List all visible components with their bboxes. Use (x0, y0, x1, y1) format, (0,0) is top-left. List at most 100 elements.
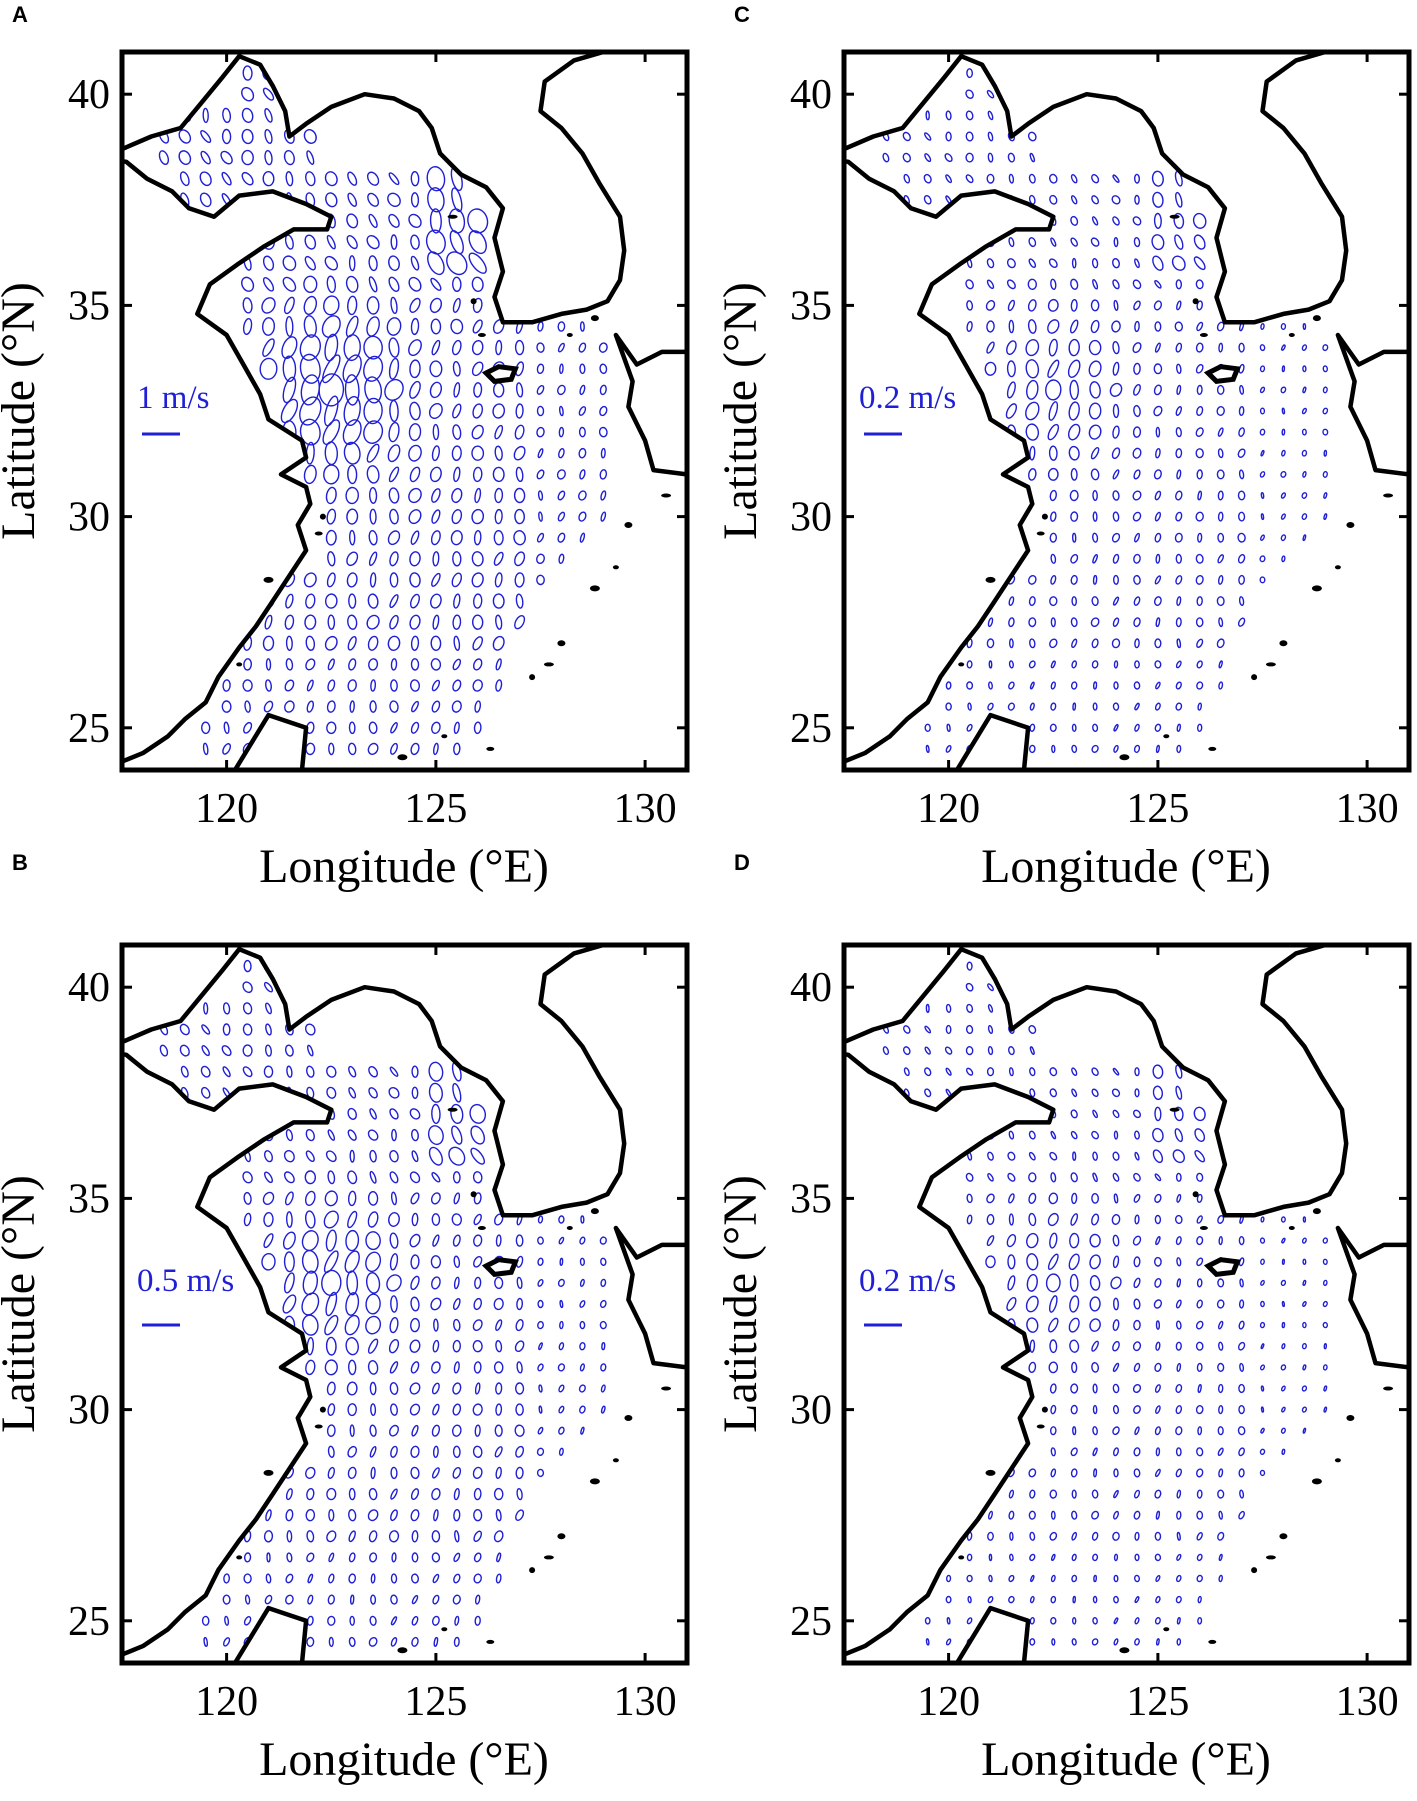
island (1346, 1415, 1355, 1421)
tidal-ellipse (1197, 1426, 1203, 1436)
tidal-ellipse (1173, 212, 1185, 229)
tidal-ellipse (346, 572, 358, 588)
tidal-ellipse (945, 681, 952, 690)
tidal-ellipse (965, 1172, 974, 1182)
tidal-ellipse (326, 508, 337, 525)
tidal-ellipse (473, 1192, 482, 1205)
tidal-ellipse (1133, 469, 1141, 480)
tidal-ellipse (1007, 1151, 1016, 1161)
tidal-ellipse (944, 1046, 953, 1055)
tidal-ellipse (349, 1424, 355, 1437)
tidal-ellipse (388, 1212, 400, 1227)
tidal-ellipse (430, 1255, 442, 1269)
island (1312, 1208, 1321, 1215)
tidal-ellipse (453, 1192, 461, 1205)
tidal-ellipse (1175, 702, 1183, 711)
tidal-ellipse (344, 1314, 360, 1336)
tidal-ellipse (1155, 426, 1161, 438)
island (590, 1208, 599, 1215)
tidal-ellipse (1134, 1067, 1140, 1077)
tidal-ellipse (515, 1403, 524, 1416)
tidal-ellipse (430, 1297, 442, 1311)
tidal-ellipse (286, 1552, 293, 1563)
tidal-ellipse (243, 1191, 252, 1205)
tidal-ellipse (1171, 255, 1186, 271)
tidal-ellipse (1050, 237, 1057, 247)
tidal-ellipse (242, 1002, 253, 1015)
x-axis-label: Longitude (°E) (981, 1733, 1271, 1786)
tidal-ellipse (324, 1190, 338, 1207)
tidal-ellipse (452, 1339, 462, 1353)
tidal-ellipse (327, 551, 336, 567)
island (397, 1647, 408, 1654)
tidal-ellipse (1155, 1405, 1161, 1414)
tidal-ellipse (262, 1191, 275, 1206)
tidal-ellipse (1008, 1213, 1015, 1226)
x-tick-label: 125 (404, 786, 467, 832)
tidal-ellipse (409, 1171, 421, 1184)
tidal-ellipse (1301, 1385, 1308, 1392)
tidal-ellipse (495, 1234, 502, 1247)
tidal-ellipse (1133, 1574, 1141, 1583)
y-axis-label: Latitude (°N) (0, 282, 45, 540)
tidal-ellipse (1176, 1489, 1182, 1499)
tidal-ellipse (1069, 1295, 1080, 1313)
tidal-ellipse (1281, 407, 1286, 415)
tidal-ellipse (452, 1298, 461, 1310)
y-tick-label: 30 (68, 1388, 110, 1434)
tidal-ellipse (368, 721, 378, 735)
tidal-ellipse (389, 1316, 399, 1334)
tidal-ellipse (389, 594, 399, 609)
tidal-ellipse (1070, 1447, 1078, 1457)
tidal-ellipse (389, 508, 399, 525)
tidal-ellipse (327, 614, 336, 630)
tidal-ellipse (1112, 1067, 1120, 1076)
tidal-ellipse (327, 1170, 336, 1185)
tidal-ellipse (367, 635, 379, 651)
tidal-ellipse (1153, 384, 1162, 396)
tidal-ellipse (494, 445, 503, 461)
tidal-ellipse (516, 1297, 524, 1311)
tidal-ellipse (965, 152, 974, 163)
tidal-ellipse (411, 1594, 419, 1605)
tidal-ellipse (1133, 1298, 1141, 1310)
tidal-ellipse (305, 742, 316, 756)
tidal-ellipse (1217, 1383, 1224, 1394)
tidal-ellipse (1154, 638, 1162, 649)
tidal-ellipse (1132, 279, 1142, 290)
tidal-ellipse (1048, 258, 1058, 268)
tidal-ellipse (299, 353, 321, 384)
tidal-ellipse (474, 1424, 481, 1437)
tidal-ellipse (1133, 1362, 1141, 1372)
tidal-ellipse (280, 398, 299, 424)
tidal-ellipse (1112, 1426, 1120, 1436)
tidal-ellipse (366, 1272, 381, 1294)
tidal-ellipse (1092, 681, 1098, 690)
tidal-ellipse (282, 255, 297, 271)
tidal-ellipse (346, 1270, 359, 1296)
tidal-ellipse (925, 1003, 930, 1013)
tidal-ellipse (410, 1275, 420, 1291)
tidal-ellipse (945, 1067, 952, 1076)
island (543, 662, 554, 667)
tidal-ellipse (1070, 1468, 1078, 1478)
tidal-ellipse (284, 1044, 294, 1057)
tidal-ellipse (410, 1573, 420, 1584)
island (1288, 1226, 1295, 1230)
tidal-ellipse (1070, 215, 1079, 226)
island (1279, 640, 1288, 647)
tidal-ellipse (390, 1445, 398, 1458)
tidal-ellipse (366, 316, 380, 337)
tidal-ellipse (448, 208, 466, 234)
tidal-ellipse (433, 1636, 439, 1647)
tidal-ellipse (1072, 1426, 1077, 1436)
tidal-ellipse (1028, 237, 1037, 248)
tidal-ellipse (1195, 1341, 1204, 1351)
tidal-ellipse (986, 89, 995, 99)
tidal-ellipse (558, 1342, 565, 1351)
tidal-ellipse (1196, 1172, 1204, 1182)
tidal-ellipse (388, 1530, 400, 1543)
tidal-ellipse (327, 1615, 336, 1626)
tidal-ellipse (324, 255, 339, 271)
tidal-ellipse (299, 396, 322, 426)
